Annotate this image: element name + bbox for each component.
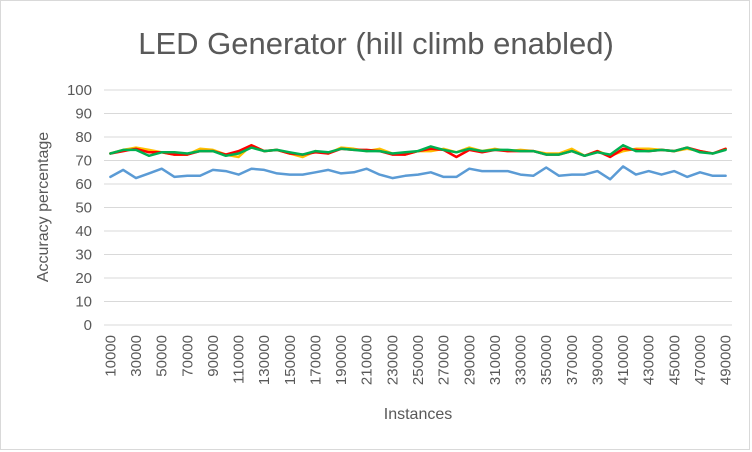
x-tick-label: 170000 xyxy=(307,335,324,385)
x-tick-label: 50000 xyxy=(154,335,171,377)
x-tick-label: 270000 xyxy=(436,335,453,385)
y-tick-label: 80 xyxy=(75,129,92,146)
y-tick-labels: 0 10 20 30 40 50 60 70 80 90 100 xyxy=(67,82,92,334)
x-tick-labels: 10000 30000 50000 70000 90000 110000 130000 150… xyxy=(102,335,734,385)
y-tick-label: 60 xyxy=(75,176,92,193)
y-tick-label: 50 xyxy=(75,200,92,217)
x-tick-label: 10000 xyxy=(102,335,119,377)
x-tick-label: 470000 xyxy=(692,335,709,385)
x-tick-label: 70000 xyxy=(179,335,196,377)
x-tick-label: 150000 xyxy=(282,335,299,385)
series-line-3 xyxy=(109,143,727,158)
x-tick-label: 90000 xyxy=(205,335,222,377)
x-tick-label: 110000 xyxy=(231,335,248,384)
x-axis-label: Instances xyxy=(384,406,452,423)
y-tick-label: 0 xyxy=(84,317,92,334)
x-tick-label: 410000 xyxy=(615,335,632,385)
x-tick-label: 490000 xyxy=(718,335,735,385)
y-tick-label: 40 xyxy=(75,223,92,240)
x-tick-label: 310000 xyxy=(487,335,504,385)
x-tick-label: 230000 xyxy=(384,335,401,385)
x-tick-label: 190000 xyxy=(333,335,350,385)
x-tick-label: 370000 xyxy=(564,335,581,385)
y-tick-label: 30 xyxy=(75,247,92,264)
y-tick-label: 90 xyxy=(75,106,92,123)
series-line-4 xyxy=(109,165,727,181)
y-tick-label: 70 xyxy=(75,153,92,170)
x-tick-label: 130000 xyxy=(256,335,273,385)
y-tick-label: 10 xyxy=(75,294,92,311)
x-tick-label: 30000 xyxy=(128,335,145,377)
x-tick-label: 350000 xyxy=(538,335,555,385)
x-tick-label: 330000 xyxy=(513,335,530,385)
x-tick-label: 290000 xyxy=(461,335,478,385)
series-lines xyxy=(109,143,727,181)
gridlines xyxy=(104,89,732,326)
y-tick-label: 20 xyxy=(75,270,92,287)
x-tick-label: 430000 xyxy=(641,335,658,385)
y-axis-label: Accuracy percentage xyxy=(35,132,52,282)
x-tick-label: 390000 xyxy=(589,335,606,385)
x-tick-label: 210000 xyxy=(359,335,376,385)
x-tick-label: 450000 xyxy=(666,335,683,385)
y-tick-label: 100 xyxy=(67,82,92,99)
chart-title: LED Generator (hill climb enabled) xyxy=(138,26,614,61)
x-tick-label: 250000 xyxy=(410,335,427,385)
